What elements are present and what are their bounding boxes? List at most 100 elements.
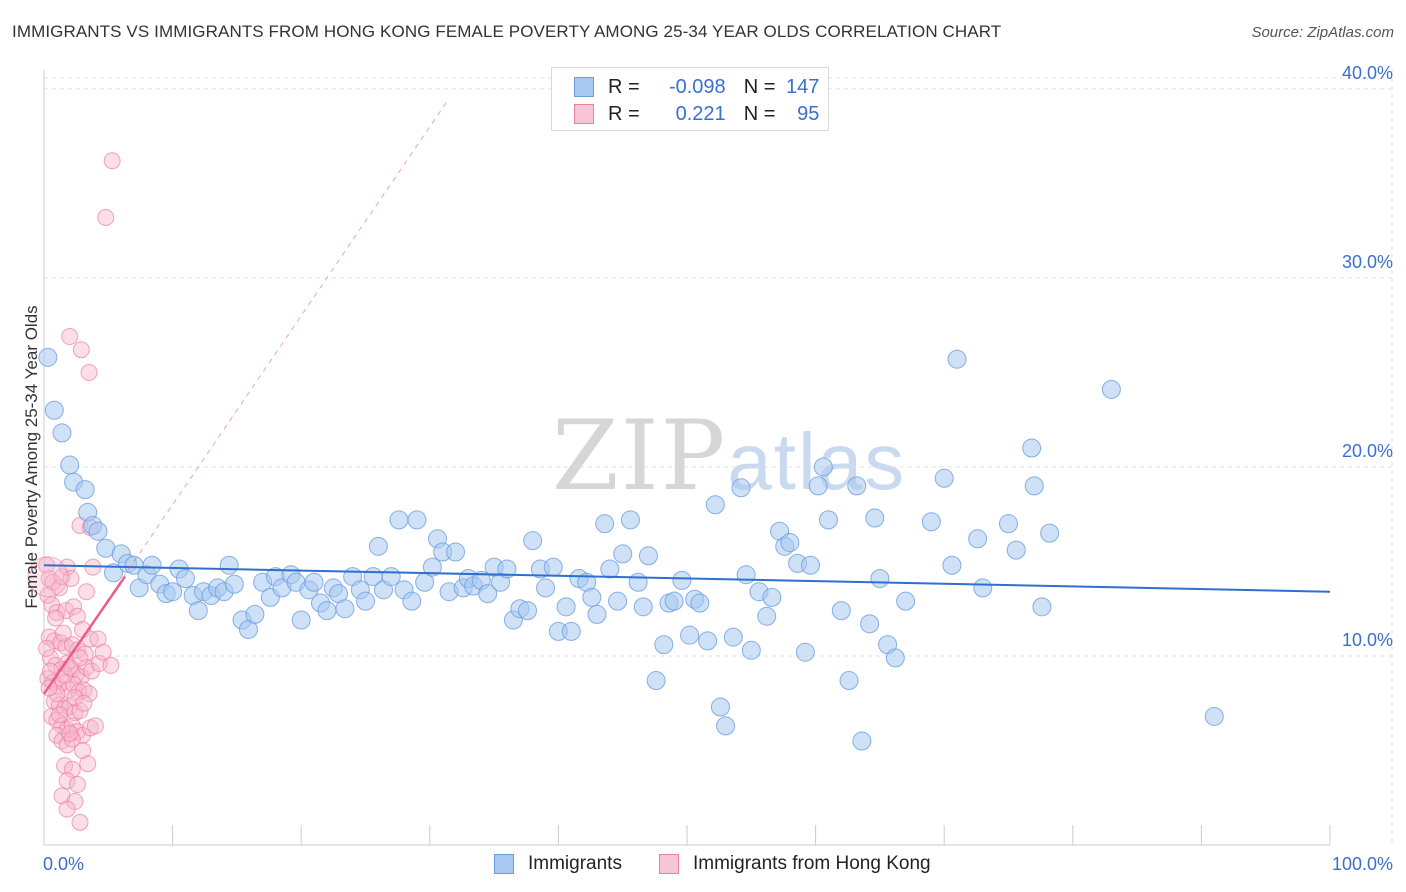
series-immigrants-points bbox=[38, 347, 1224, 751]
data-point-hong-kong bbox=[50, 706, 68, 724]
data-point-immigrants bbox=[860, 614, 880, 634]
legend-r-label: R = bbox=[608, 102, 640, 125]
legend-row-immigrants: R = -0.098 N = 147 bbox=[574, 75, 819, 99]
data-point-hong-kong bbox=[68, 607, 86, 625]
data-point-hong-kong bbox=[53, 787, 71, 805]
legend-n-label: N = bbox=[743, 102, 776, 125]
series-hong-kong-points bbox=[27, 152, 121, 831]
legend-swatch-pink bbox=[574, 104, 594, 124]
legend-n-value: 95 bbox=[797, 102, 820, 125]
data-point-immigrants bbox=[317, 601, 337, 621]
axes bbox=[43, 70, 1331, 846]
data-point-immigrants bbox=[556, 597, 576, 617]
data-point-immigrants bbox=[518, 601, 538, 621]
data-point-immigrants bbox=[600, 559, 620, 579]
data-point-immigrants bbox=[613, 544, 633, 564]
data-point-hong-kong bbox=[38, 639, 56, 657]
data-point-immigrants bbox=[1040, 523, 1060, 543]
data-point-immigrants bbox=[973, 578, 993, 598]
correlation-legend: R = -0.098 N = 147 R = 0.221 N = 95 bbox=[551, 67, 829, 131]
data-point-hong-kong bbox=[44, 573, 62, 591]
data-point-immigrants bbox=[633, 597, 653, 617]
data-point-immigrants bbox=[698, 631, 718, 651]
chart-title: IMMIGRANTS VS IMMIGRANTS FROM HONG KONG … bbox=[12, 22, 1002, 41]
data-point-immigrants bbox=[839, 671, 859, 691]
data-point-hong-kong bbox=[66, 689, 84, 707]
data-point-immigrants bbox=[224, 574, 244, 594]
y-tick-label: 10.0% bbox=[1342, 630, 1393, 650]
data-point-immigrants bbox=[497, 559, 517, 579]
data-point-immigrants bbox=[999, 514, 1018, 534]
data-point-immigrants bbox=[163, 582, 183, 602]
data-point-immigrants bbox=[478, 584, 498, 604]
data-point-immigrants bbox=[885, 648, 905, 668]
data-point-immigrants bbox=[1022, 438, 1042, 458]
data-point-immigrants bbox=[646, 671, 666, 691]
data-point-immigrants bbox=[608, 591, 628, 611]
data-point-immigrants bbox=[38, 347, 58, 367]
data-point-immigrants bbox=[422, 557, 442, 577]
data-point-hong-kong bbox=[75, 694, 93, 712]
data-point-immigrants bbox=[402, 591, 422, 611]
data-point-immigrants bbox=[710, 697, 730, 717]
data-point-hong-kong bbox=[63, 760, 81, 778]
x-tick-label: 100.0% bbox=[1332, 854, 1393, 874]
data-point-hong-kong bbox=[61, 724, 79, 742]
legend-n-value: 147 bbox=[786, 75, 820, 98]
data-point-immigrants bbox=[291, 610, 311, 630]
legend-r-value: 0.221 bbox=[675, 102, 726, 125]
data-point-immigrants bbox=[381, 567, 401, 587]
legend-n-label: N = bbox=[743, 75, 776, 98]
data-point-immigrants bbox=[672, 570, 692, 590]
data-point-immigrants bbox=[60, 455, 80, 475]
data-point-hong-kong bbox=[54, 624, 72, 642]
legend-swatch-blue bbox=[494, 854, 514, 874]
legend-label-hong-kong: Immigrants from Hong Kong bbox=[693, 853, 931, 874]
data-point-immigrants bbox=[219, 555, 239, 575]
trend-lines bbox=[42, 98, 1331, 695]
data-point-immigrants bbox=[407, 510, 427, 530]
data-point-immigrants bbox=[561, 621, 581, 641]
data-point-immigrants bbox=[245, 604, 265, 624]
data-point-immigrants bbox=[368, 536, 388, 556]
data-point-hong-kong bbox=[89, 630, 107, 648]
data-point-immigrants bbox=[934, 468, 954, 488]
legend-swatch-blue bbox=[574, 77, 594, 97]
legend-item-hong-kong: Immigrants from Hong Kong bbox=[659, 852, 931, 876]
axis-labels: 10.0% 20.0% 30.0% 40.0% 0.0% 100.0% Female Pov… bbox=[22, 63, 1393, 874]
trend-line-immigrants bbox=[43, 564, 1331, 593]
data-point-immigrants bbox=[1204, 706, 1224, 726]
data-point-immigrants bbox=[335, 599, 355, 619]
data-point-immigrants bbox=[103, 563, 123, 583]
data-point-immigrants bbox=[762, 587, 782, 607]
data-point-immigrants bbox=[731, 478, 751, 498]
data-point-immigrants bbox=[1101, 379, 1121, 399]
data-point-immigrants bbox=[446, 542, 466, 562]
data-point-immigrants bbox=[947, 349, 967, 369]
data-point-hong-kong bbox=[80, 363, 98, 381]
data-point-immigrants bbox=[304, 572, 324, 592]
data-point-immigrants bbox=[543, 557, 563, 577]
data-point-immigrants bbox=[356, 591, 375, 611]
data-point-immigrants bbox=[808, 476, 828, 496]
data-point-hong-kong bbox=[58, 772, 76, 790]
data-point-immigrants bbox=[716, 716, 736, 736]
legend-r-value: -0.098 bbox=[668, 75, 726, 98]
data-point-immigrants bbox=[88, 521, 108, 541]
y-tick-label: 40.0% bbox=[1342, 63, 1393, 83]
data-point-hong-kong bbox=[39, 586, 57, 604]
data-point-immigrants bbox=[865, 508, 885, 528]
data-point-immigrants bbox=[736, 565, 756, 585]
watermark-zip: ZIP bbox=[552, 400, 728, 512]
data-point-hong-kong bbox=[65, 598, 83, 616]
data-point-immigrants bbox=[1032, 597, 1052, 617]
legend-r-label: R = bbox=[608, 75, 640, 98]
data-point-immigrants bbox=[896, 591, 916, 611]
data-point-immigrants bbox=[75, 480, 95, 500]
data-point-immigrants bbox=[595, 514, 615, 534]
data-point-immigrants bbox=[1024, 476, 1044, 496]
data-point-hong-kong bbox=[58, 800, 76, 818]
trend-line-hong-kong bbox=[42, 575, 127, 695]
legend-swatch-pink bbox=[659, 854, 679, 874]
